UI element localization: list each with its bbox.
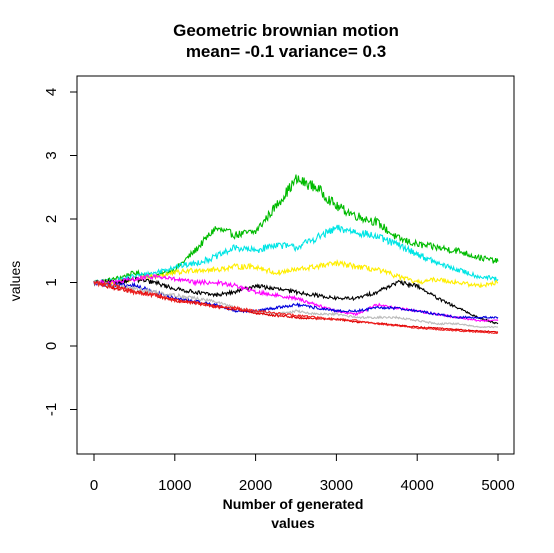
- y-tick-label: 2: [43, 215, 60, 223]
- x-tick-label: 2000: [239, 477, 272, 494]
- series-layer: [93, 174, 499, 335]
- y-tick-label: 4: [43, 88, 60, 96]
- x-tick-label: 0: [90, 477, 98, 494]
- x-axis-label-line-2: values: [271, 515, 315, 531]
- series-line-4: [93, 276, 499, 325]
- y-tick-label: 1: [43, 278, 60, 286]
- y-axis-label: values: [7, 261, 23, 301]
- chart-subtitle: mean= -0.1 variance= 0.3: [186, 42, 386, 61]
- x-axis-label-line-1: Number of generated: [223, 496, 364, 512]
- y-tick-label: 0: [43, 342, 60, 350]
- x-tick-label: 1000: [158, 477, 191, 494]
- x-tick-label: 4000: [401, 477, 434, 494]
- x-axis: 0 1000 2000 3000 4000 5000: [90, 453, 515, 494]
- x-tick-label: 3000: [320, 477, 353, 494]
- series-line-7: [93, 279, 499, 329]
- series-line-3: [93, 258, 499, 289]
- series-line-2: [93, 224, 499, 286]
- series-line-8: [93, 281, 499, 333]
- y-tick-label: -1: [43, 403, 60, 416]
- y-axis: -1 0 1 2 3 4: [43, 88, 78, 416]
- x-tick-label: 5000: [481, 477, 514, 494]
- chart-title: Geometric brownian motion: [173, 21, 399, 40]
- series-line-6: [93, 280, 499, 320]
- series-line-1: [93, 174, 499, 286]
- series-line-9: [93, 280, 499, 335]
- y-tick-label: 3: [43, 151, 60, 159]
